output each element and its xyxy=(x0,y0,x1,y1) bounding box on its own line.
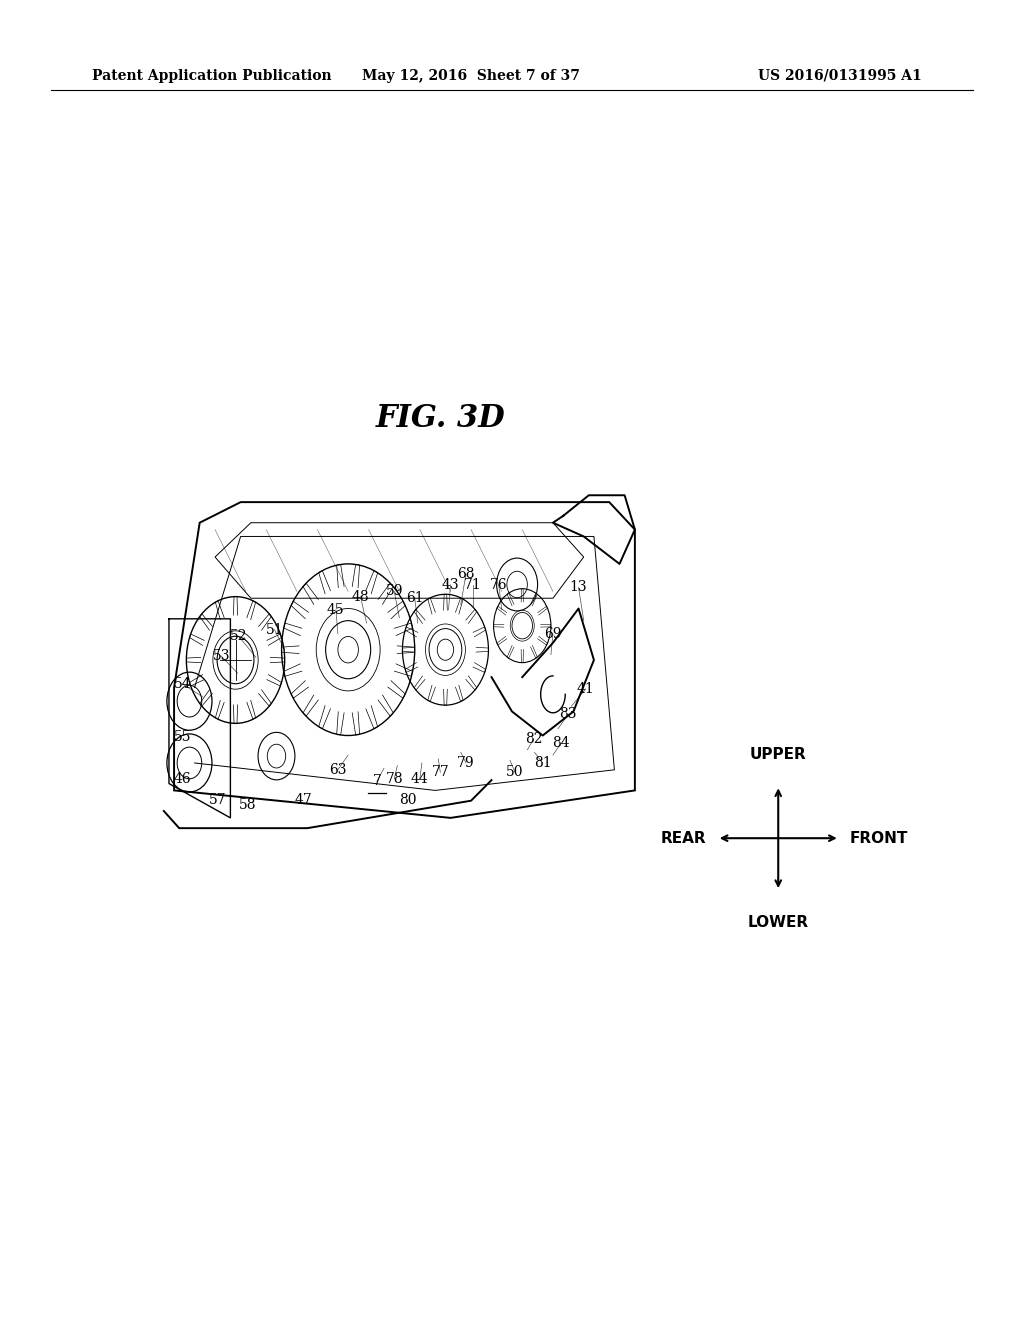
Text: 54: 54 xyxy=(173,677,191,690)
Text: 59: 59 xyxy=(385,585,403,598)
Text: REAR: REAR xyxy=(660,830,707,846)
Text: 83: 83 xyxy=(559,708,578,721)
Text: Patent Application Publication: Patent Application Publication xyxy=(92,69,332,83)
Text: 45: 45 xyxy=(327,603,345,616)
Text: 57: 57 xyxy=(209,793,227,807)
Text: 84: 84 xyxy=(552,737,570,750)
Text: US 2016/0131995 A1: US 2016/0131995 A1 xyxy=(758,69,922,83)
Text: 71: 71 xyxy=(464,578,482,591)
Text: 55: 55 xyxy=(173,730,191,743)
Text: 63: 63 xyxy=(329,763,347,776)
Text: LOWER: LOWER xyxy=(748,915,809,929)
Text: 44: 44 xyxy=(411,772,429,785)
Text: 82: 82 xyxy=(524,733,543,746)
Text: 76: 76 xyxy=(489,578,508,591)
Text: May 12, 2016  Sheet 7 of 37: May 12, 2016 Sheet 7 of 37 xyxy=(362,69,580,83)
Text: 79: 79 xyxy=(457,756,475,770)
Text: 41: 41 xyxy=(577,682,595,696)
Text: 58: 58 xyxy=(239,799,257,812)
Text: 7: 7 xyxy=(373,775,381,788)
Text: 81: 81 xyxy=(534,756,552,770)
Text: 43: 43 xyxy=(441,578,460,591)
Text: 77: 77 xyxy=(431,766,450,779)
Text: 80: 80 xyxy=(398,793,417,807)
Text: 52: 52 xyxy=(229,630,248,643)
Text: 69: 69 xyxy=(544,627,562,640)
Text: FIG. 3D: FIG. 3D xyxy=(376,403,505,433)
Text: 50: 50 xyxy=(506,766,524,779)
Text: FRONT: FRONT xyxy=(850,830,908,846)
Text: 46: 46 xyxy=(173,772,191,785)
Text: 48: 48 xyxy=(351,590,370,603)
Text: UPPER: UPPER xyxy=(750,747,807,762)
Text: 61: 61 xyxy=(406,591,424,605)
Text: 13: 13 xyxy=(569,581,588,594)
Text: 51: 51 xyxy=(265,623,284,636)
Text: 78: 78 xyxy=(385,772,403,785)
Text: 53: 53 xyxy=(212,649,230,663)
Text: 68: 68 xyxy=(457,568,475,581)
Text: 47: 47 xyxy=(294,793,312,807)
